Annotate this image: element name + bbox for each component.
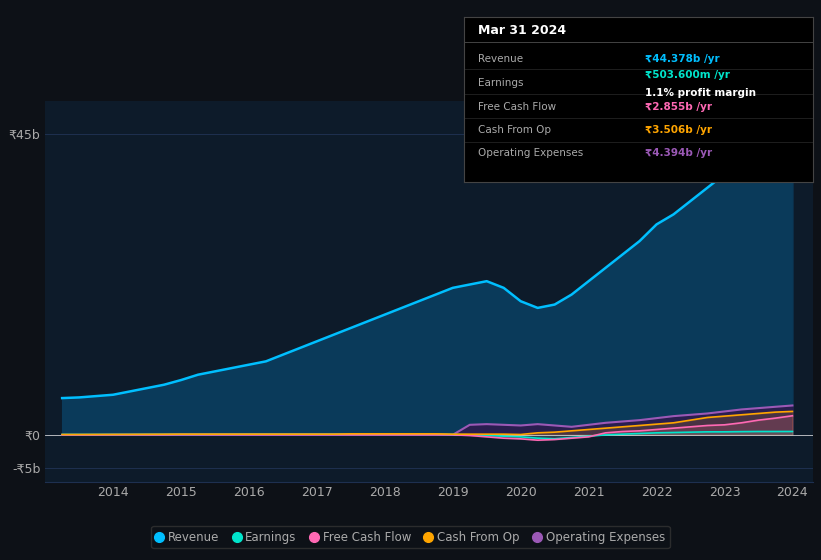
Text: Free Cash Flow: Free Cash Flow bbox=[478, 102, 556, 112]
Text: ₹4.394b /yr: ₹4.394b /yr bbox=[645, 148, 713, 158]
Text: ₹503.600m /yr: ₹503.600m /yr bbox=[645, 69, 730, 80]
Text: ₹3.506b /yr: ₹3.506b /yr bbox=[645, 125, 713, 135]
Text: ₹2.855b /yr: ₹2.855b /yr bbox=[645, 102, 713, 112]
Text: Revenue: Revenue bbox=[478, 54, 523, 64]
Text: Earnings: Earnings bbox=[478, 78, 523, 88]
Text: Operating Expenses: Operating Expenses bbox=[478, 148, 583, 158]
Text: Mar 31 2024: Mar 31 2024 bbox=[478, 24, 566, 38]
Text: 1.1% profit margin: 1.1% profit margin bbox=[645, 88, 756, 98]
Text: Cash From Op: Cash From Op bbox=[478, 125, 551, 135]
Legend: Revenue, Earnings, Free Cash Flow, Cash From Op, Operating Expenses: Revenue, Earnings, Free Cash Flow, Cash … bbox=[152, 526, 669, 548]
Text: ₹44.378b /yr: ₹44.378b /yr bbox=[645, 54, 720, 64]
